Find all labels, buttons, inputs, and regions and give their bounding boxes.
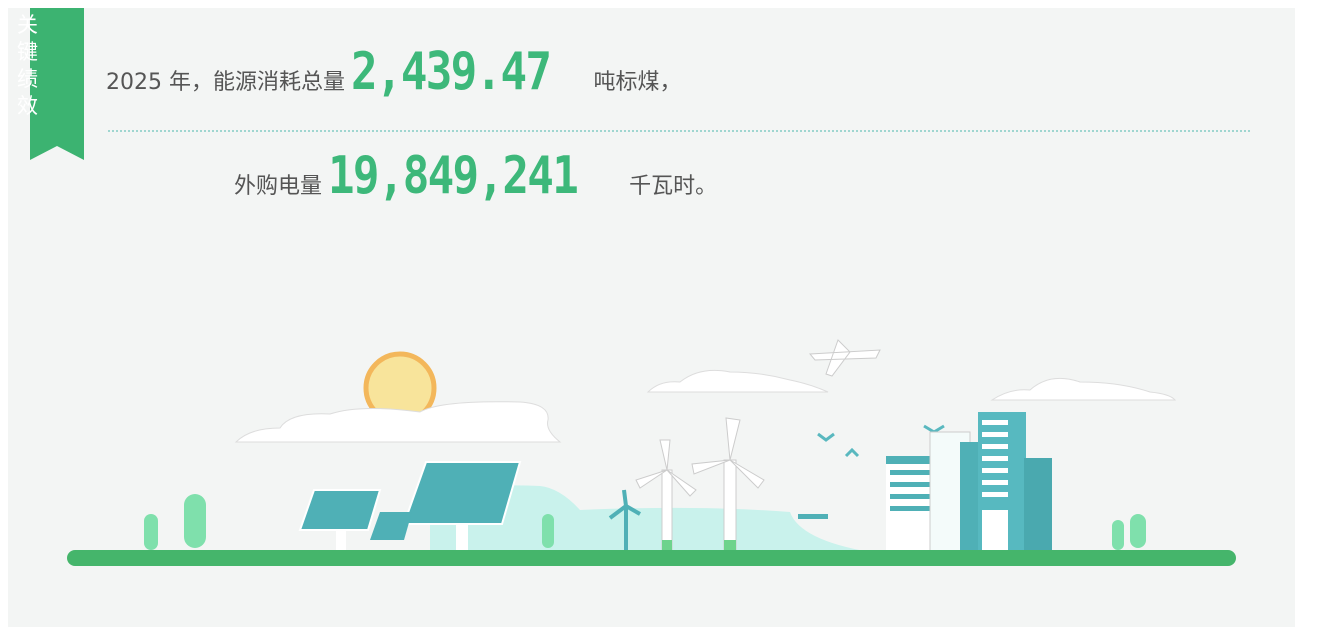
highlight-number: 19,849,241: [328, 146, 577, 206]
text: 2025 年，能源消耗总量: [106, 64, 345, 96]
line-2: 外购电量 19,849,241 千瓦时。: [234, 146, 717, 206]
text: 外购电量: [234, 168, 322, 200]
highlight-number: 2,439.47: [351, 42, 550, 102]
badge-text: 关键绩效: [17, 12, 39, 120]
illustration: [0, 300, 1300, 580]
text: 吨标煤，: [593, 64, 681, 96]
text: 千瓦时。: [629, 168, 717, 200]
line-1: 2025 年，能源消耗总量 2,439.47 吨标煤，: [106, 42, 681, 102]
page: 关键绩效 2025 年，能源消耗总量 2,439.47 吨标煤， 外购电量 19…: [0, 0, 1329, 627]
divider: [108, 130, 1250, 132]
